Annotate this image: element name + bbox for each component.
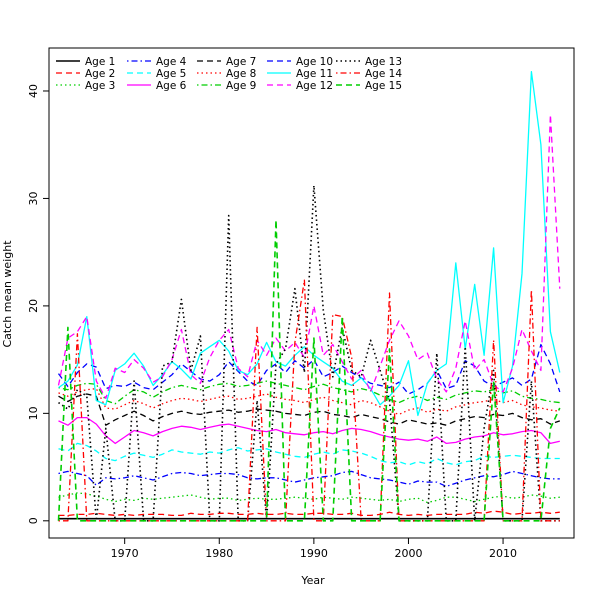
legend-label-age-12: Age 12: [296, 80, 333, 92]
x-tick-label: 2010: [489, 547, 517, 560]
legend-label-age-4: Age 4: [156, 56, 187, 68]
legend-label-age-9: Age 9: [226, 80, 256, 92]
y-tick-label: 40: [27, 84, 40, 98]
series-line-age-7: [58, 393, 561, 426]
legend-label-age-2: Age 2: [85, 68, 115, 80]
legend-label-age-6: Age 6: [156, 80, 187, 92]
legend-label-age-5: Age 5: [156, 68, 186, 80]
x-axis-label: Year: [300, 574, 325, 587]
legend-label-age-3: Age 3: [85, 80, 115, 92]
plot-frame: [48, 47, 575, 539]
x-tick-label: 1980: [205, 547, 233, 560]
series-line-age-11: [58, 70, 561, 417]
x-tick-label: 1970: [111, 547, 139, 560]
legend-label-age-15: Age 15: [365, 80, 402, 92]
legend-label-age-10: Age 10: [296, 56, 333, 68]
series-line-age-13: [58, 184, 560, 522]
series-line-age-5: [58, 442, 560, 466]
y-tick-label: 20: [27, 299, 40, 313]
legend-label-age-13: Age 13: [365, 56, 402, 68]
series-line-age-10: [57, 343, 561, 395]
axes: 1970 1980 1990 2000 2010 0 10 20 30 40: [27, 47, 575, 560]
series-line-age-4: [58, 470, 560, 488]
x-tick-label: 1990: [300, 547, 328, 560]
legend-label-age-1: Age 1: [85, 56, 115, 68]
y-tick-label: 0: [27, 517, 40, 524]
y-tick-label: 10: [27, 406, 40, 420]
series-line-age-8: [58, 387, 560, 416]
series-line-age-15: [57, 219, 561, 522]
series-line-age-12: [57, 113, 561, 399]
legend-label-age-8: Age 8: [226, 68, 256, 80]
x-tick-label: 2000: [394, 547, 422, 560]
y-tick-label: 30: [27, 191, 40, 205]
series-line-age-6: [58, 416, 560, 445]
legend-label-age-11: Age 11: [296, 68, 333, 80]
plot-area: [57, 70, 561, 522]
y-axis-label: Catch mean weight: [1, 240, 14, 348]
legend-label-age-14: Age 14: [365, 68, 402, 80]
legend-label-age-7: Age 7: [226, 56, 256, 68]
series-line-age-9: [58, 380, 560, 405]
